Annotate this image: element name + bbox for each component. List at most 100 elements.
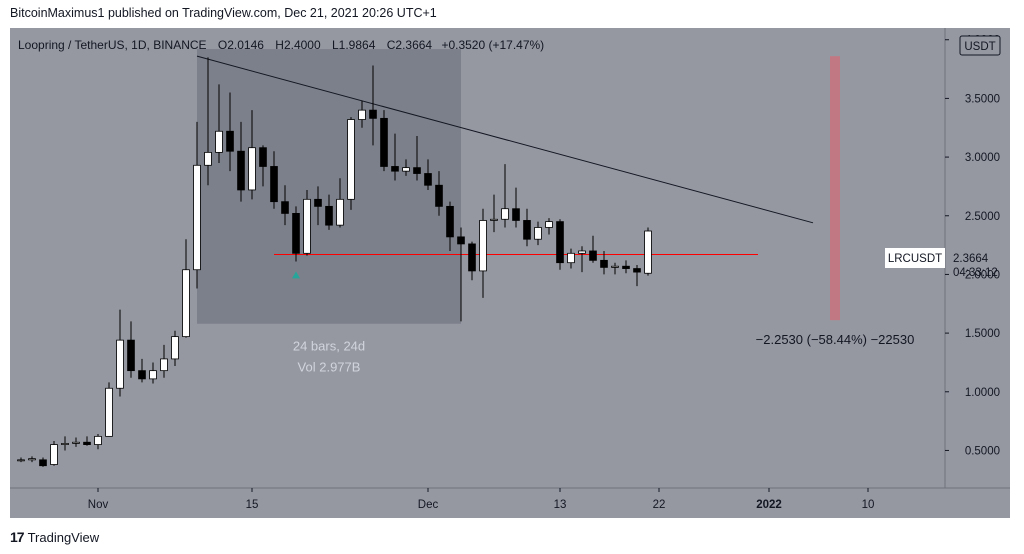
candle xyxy=(303,189,311,256)
time-axis-background xyxy=(10,488,1010,518)
ticker-label: LRCUSDT xyxy=(888,253,942,265)
candle xyxy=(160,344,168,378)
footer-brand: TradingView xyxy=(27,529,100,545)
candle xyxy=(468,241,476,281)
currency-badge[interactable]: USDT xyxy=(959,35,1001,56)
candle-body-down xyxy=(512,208,520,221)
candle-body-down xyxy=(325,205,333,226)
candle-body-up xyxy=(644,230,652,274)
y-tick-label: 3.0000 xyxy=(965,152,1000,164)
legend-low-value: 1.9864 xyxy=(339,38,376,52)
candle-body-up xyxy=(567,252,575,264)
candle xyxy=(391,133,399,181)
candle xyxy=(479,208,487,298)
candle-body-up xyxy=(182,269,190,338)
candle xyxy=(490,194,498,233)
y-tick-label: 3.5000 xyxy=(965,93,1000,105)
legend-line: Loopring / TetherUS, 1D, BINANCE O2.0146… xyxy=(18,38,544,52)
range-volume-label: Vol 2.977B xyxy=(298,360,361,375)
candle-body-up xyxy=(336,198,344,226)
candle xyxy=(281,185,289,226)
candle xyxy=(50,441,58,466)
candle-body-down xyxy=(589,250,597,261)
candle-body-down xyxy=(270,166,278,203)
candle xyxy=(204,57,212,186)
y-tick-label: 0.5000 xyxy=(965,445,1000,457)
candle xyxy=(270,151,278,209)
candle xyxy=(369,65,377,146)
candle-body-down xyxy=(600,259,608,268)
candle-body-down xyxy=(556,221,564,264)
legend-low-label: L xyxy=(332,38,339,52)
candle xyxy=(446,201,454,251)
candle-body-up xyxy=(545,221,553,228)
candle-body-down xyxy=(424,173,432,186)
candle xyxy=(512,187,520,228)
candle-body-down xyxy=(523,220,531,240)
y-tick-label: 2.0000 xyxy=(965,269,1000,281)
y-tick-label: 1.0000 xyxy=(965,387,1000,399)
candle xyxy=(226,92,234,172)
candle-body-up xyxy=(171,336,179,360)
candle xyxy=(325,194,333,230)
x-tick-label: 22 xyxy=(653,499,666,511)
candle-body-up xyxy=(50,444,58,465)
candle xyxy=(17,457,25,463)
candle-body-up xyxy=(358,109,366,120)
candle-body-up xyxy=(17,459,25,462)
candle xyxy=(633,265,641,287)
candle xyxy=(182,239,190,338)
candle-body-down xyxy=(369,109,377,119)
candle-body-up xyxy=(490,218,498,221)
up-arrow-icon xyxy=(292,271,300,279)
candle xyxy=(138,358,146,383)
candle xyxy=(215,84,223,163)
candle xyxy=(314,186,322,226)
candle-body-up xyxy=(402,167,410,172)
x-tick-label: 13 xyxy=(554,499,567,511)
candle xyxy=(94,434,102,450)
candlestick-chart[interactable]: 4.00003.50003.00002.50002.00001.50001.00… xyxy=(10,28,1010,518)
candle xyxy=(545,218,553,235)
candle-body-up xyxy=(215,130,223,153)
candle-body-down xyxy=(226,130,234,152)
candle xyxy=(556,219,564,270)
date-range-box xyxy=(197,49,461,324)
candle-body-up xyxy=(611,265,619,268)
footer: 17 TradingView xyxy=(10,528,99,546)
measure-bar xyxy=(830,56,840,321)
x-tick-label: 10 xyxy=(862,499,875,511)
candle-body-down xyxy=(314,198,322,207)
currency-label: USDT xyxy=(964,41,995,53)
candle xyxy=(424,159,432,190)
candle-body-down xyxy=(413,167,421,174)
candle xyxy=(116,309,124,397)
legend-open-label: O xyxy=(218,38,227,52)
legend-symbol: Loopring / TetherUS, 1D, BINANCE xyxy=(18,38,207,52)
candle xyxy=(534,221,542,246)
candle xyxy=(402,159,410,176)
candle-body-down xyxy=(138,370,146,380)
candle-body-down xyxy=(380,117,388,167)
candle xyxy=(28,456,36,463)
candle-body-down xyxy=(39,459,47,467)
candle-body-up xyxy=(347,119,355,200)
candle xyxy=(380,110,388,172)
candle-body-up xyxy=(94,435,102,445)
candle-body-up xyxy=(72,441,80,444)
legend-change: +0.3520 (+17.47%) xyxy=(441,38,544,52)
candle-body-up xyxy=(160,358,168,372)
candle xyxy=(567,248,575,269)
candle xyxy=(578,246,586,273)
candle xyxy=(501,164,509,228)
legend-open-value: 2.0146 xyxy=(227,38,264,52)
candle xyxy=(589,235,597,263)
candle xyxy=(600,250,608,275)
descending-trendline xyxy=(196,55,814,224)
candle xyxy=(644,227,652,276)
legend-high-value: 2.4000 xyxy=(284,38,321,52)
price-axis-background xyxy=(945,28,1010,488)
candle xyxy=(413,135,421,181)
candle-body-down xyxy=(292,213,300,254)
candle-body-down xyxy=(259,147,267,167)
